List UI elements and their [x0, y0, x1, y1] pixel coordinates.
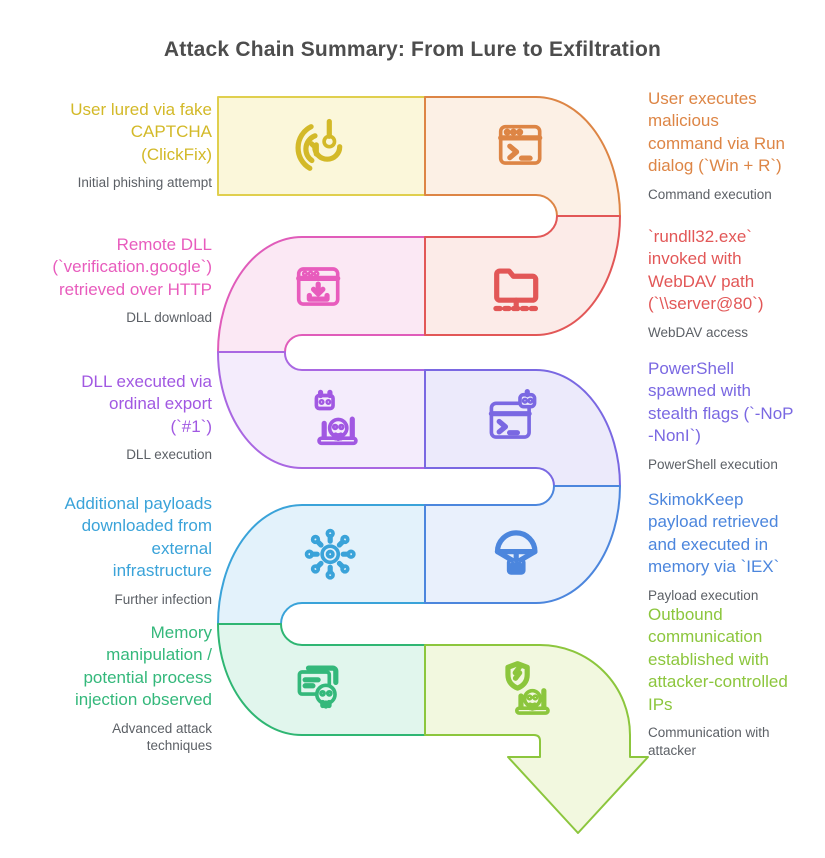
- step-3-text: Remote DLL (`verification.google`) retri…: [26, 234, 212, 327]
- page-title: Attack Chain Summary: From Lure to Exfil…: [163, 38, 662, 61]
- step-4-text: `rundll32.exe` invoked with WebDAV path …: [648, 226, 820, 341]
- network-folder-icon: [493, 268, 540, 312]
- segment-step-10-arrow: [424, 644, 649, 834]
- step-heading: DLL executed via ordinal export (`#1`): [81, 372, 212, 436]
- segment-step-1: [217, 96, 426, 196]
- step-2-text: User executes malicious command via Run …: [648, 88, 820, 203]
- step-subtitle: PowerShell execution: [648, 456, 778, 472]
- step-subtitle: Communication with attacker: [648, 725, 770, 758]
- document-skull-icon: [297, 665, 339, 709]
- segment-step-3: [217, 236, 426, 353]
- step-subtitle: DLL execution: [126, 447, 212, 463]
- payload-parachute-icon: [494, 530, 538, 575]
- step-5-text: DLL executed via ordinal export (`#1`) D…: [26, 371, 212, 464]
- step-heading: `rundll32.exe` invoked with WebDAV path …: [648, 227, 764, 314]
- step-heading: User lured via fake CAPTCHA (ClickFix): [70, 100, 212, 164]
- step-heading: PowerShell spawned with stealth flags (`…: [648, 359, 794, 446]
- laptop-skull-icon: [314, 389, 358, 446]
- step-subtitle: Payload execution: [648, 587, 759, 603]
- terminal-window-icon: [498, 124, 543, 165]
- segment-step-8: [424, 485, 621, 604]
- step-subtitle: WebDAV access: [648, 324, 749, 340]
- step-subtitle: Advanced attack techniques: [112, 720, 212, 754]
- segment-step-9: [217, 623, 426, 736]
- step-6-text: PowerShell spawned with stealth flags (`…: [648, 358, 820, 473]
- step-8-text: SkimokKeep payload retrieved and execute…: [648, 489, 820, 604]
- step-7-text: Additional payloads downloaded from exte…: [26, 493, 212, 608]
- browser-download-icon: [296, 267, 341, 306]
- step-subtitle: Command execution: [648, 186, 772, 202]
- step-subtitle: Further infection: [114, 591, 212, 607]
- step-heading: Memory manipulation / potential process …: [74, 623, 212, 710]
- step-1-text: User lured via fake CAPTCHA (ClickFix) I…: [26, 99, 212, 192]
- terminal-robot-icon: [488, 389, 537, 439]
- step-heading: Outbound communication established with …: [648, 605, 788, 714]
- phishing-hook-icon: [295, 118, 343, 171]
- network-hub-icon: [304, 528, 356, 580]
- step-heading: Remote DLL (`verification.google`) retri…: [52, 235, 212, 299]
- step-subtitle: DLL download: [126, 310, 212, 326]
- step-subtitle: Initial phishing attempt: [77, 175, 212, 191]
- step-heading: User executes malicious command via Run …: [648, 89, 786, 176]
- shield-skull-icon: [505, 661, 550, 715]
- step-heading: SkimokKeep payload retrieved and execute…: [648, 490, 780, 577]
- step-10-text: Outbound communication established with …: [648, 604, 820, 759]
- step-9-text: Memory manipulation / potential process …: [26, 622, 212, 755]
- step-heading: Additional payloads downloaded from exte…: [64, 494, 212, 581]
- segment-step-6: [424, 369, 621, 487]
